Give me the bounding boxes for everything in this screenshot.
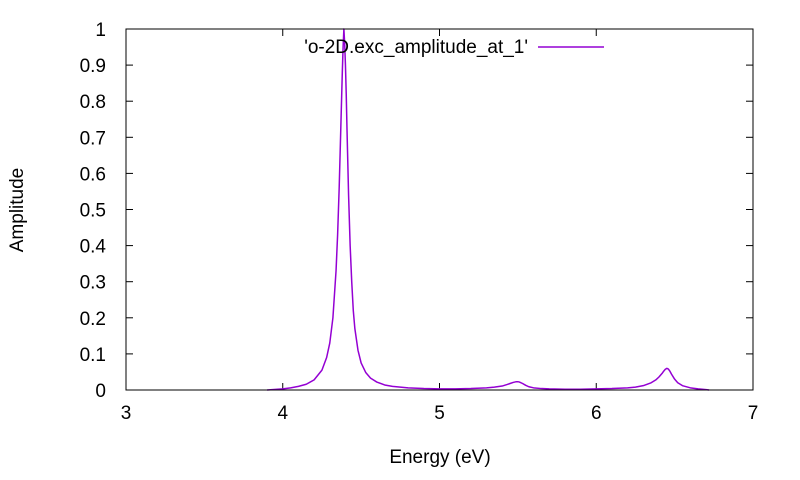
y-tick-label: 0.3	[80, 273, 106, 294]
y-tick-label: 1	[95, 20, 106, 41]
y-tick-label: 0.9	[80, 56, 106, 77]
legend: 'o-2D.exc_amplitude_at_1'	[304, 37, 604, 58]
series-layer	[267, 28, 710, 391]
labels-layer: 3 4 5 6 7 0 0.1 0.2 0.3 0.4 0.5 0.6 0.7 0.8 0.9 1	[80, 20, 759, 424]
x-tick-label: 7	[748, 403, 759, 424]
x-tick-label: 6	[591, 403, 602, 424]
series-line-0	[267, 28, 710, 391]
x-tick-label: 4	[277, 403, 288, 424]
x-axis-label: Energy (eV)	[389, 447, 490, 468]
y-tick-label: 0.4	[80, 237, 107, 258]
y-tick-label: 0.7	[80, 128, 106, 149]
ticks-layer	[125, 28, 754, 391]
y-tick-label: 0.2	[80, 309, 106, 330]
plot-frame	[125, 28, 754, 391]
y-tick-label: 0.1	[80, 345, 106, 366]
x-tick-label: 5	[434, 403, 445, 424]
legend-label: 'o-2D.exc_amplitude_at_1'	[304, 37, 528, 58]
y-axis-label: Amplitude	[7, 168, 28, 253]
x-tick-label: 3	[121, 403, 132, 424]
y-tick-label: 0.6	[80, 164, 106, 185]
y-tick-label: 0.5	[80, 201, 106, 222]
y-tick-label: 0	[95, 381, 106, 402]
y-tick-label: 0.8	[80, 92, 106, 113]
